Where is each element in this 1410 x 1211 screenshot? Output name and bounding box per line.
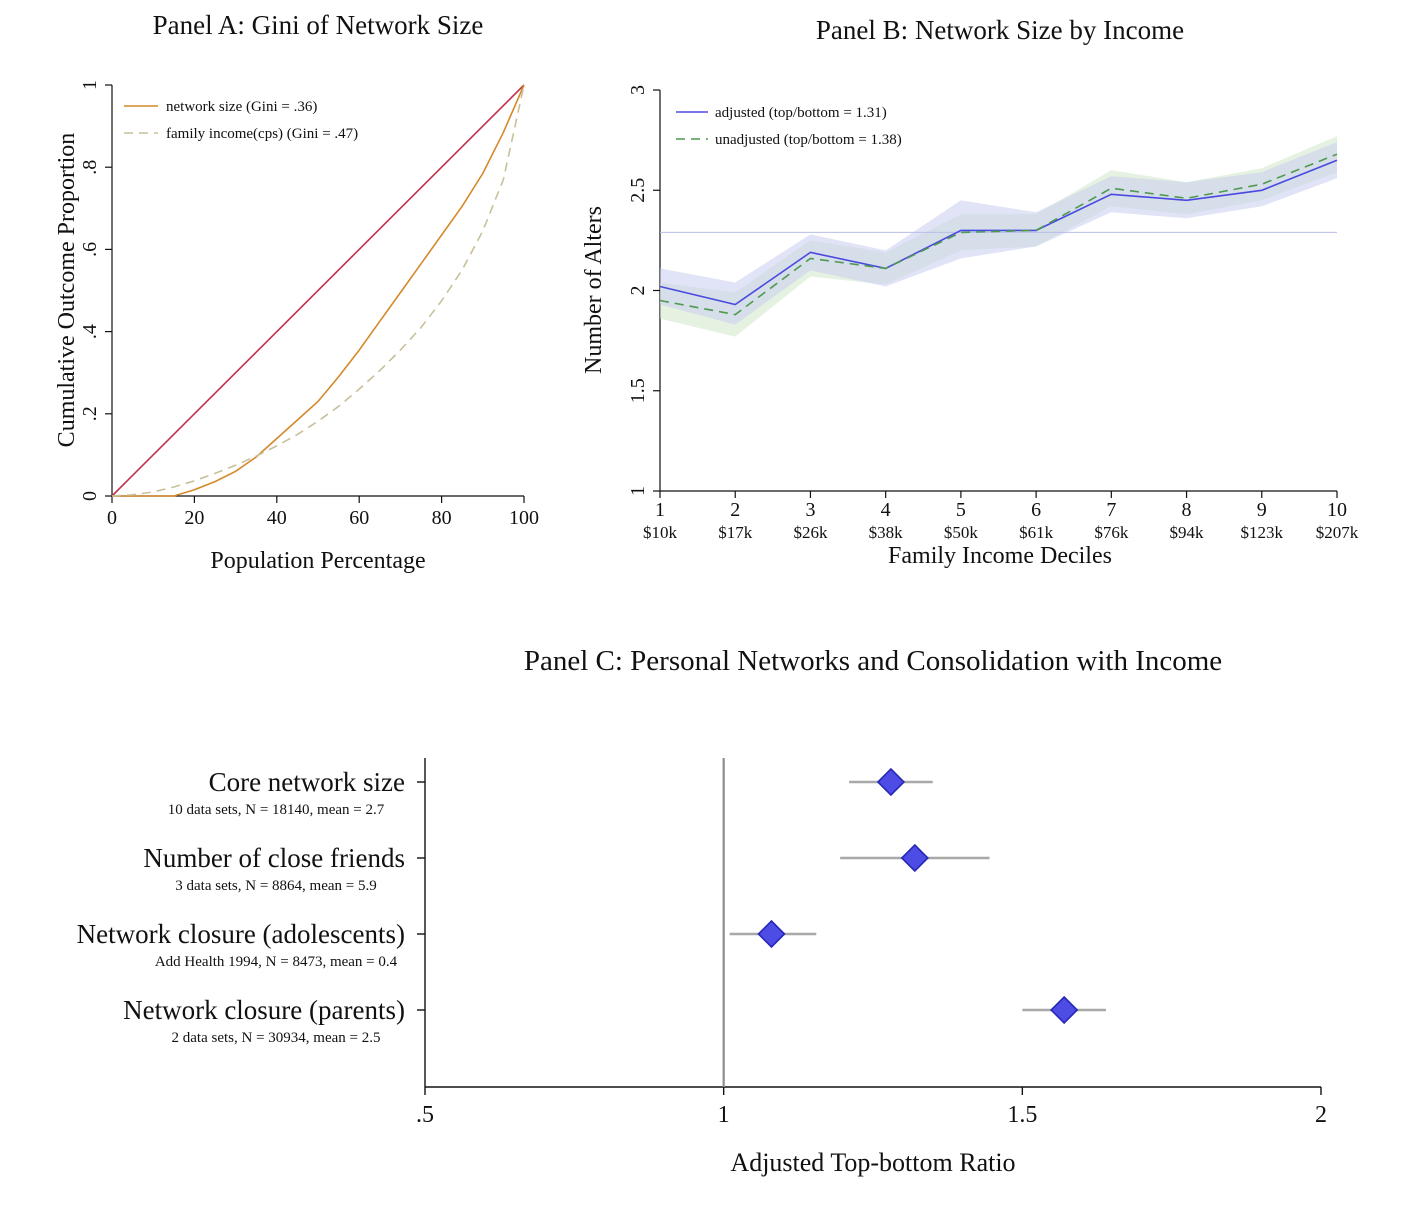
- panel-b-y-axis-label: Number of Alters: [581, 206, 607, 374]
- panel-a-series: [111, 84, 525, 497]
- panel-b-x-tick-income-label: $123k: [1241, 523, 1284, 542]
- panel-b-x-tick-income-label: $76k: [1094, 523, 1129, 542]
- panel-c-x-tick-label: 2: [1315, 1102, 1327, 1128]
- panel-b-x-tick-income-label: $94k: [1170, 523, 1205, 542]
- legend-label-network-size: network size (Gini = .36): [166, 99, 317, 115]
- legend-label-unadjusted: unadjusted (top/bottom = 1.38): [715, 132, 902, 148]
- panel-c-estimate-marker: [1050, 995, 1079, 1025]
- panel-a-chart: Panel A: Gini of Network Size Cumulative…: [54, 10, 539, 574]
- panel-b-ticks: 1 $10k 2 $17k 3 $26k 4 $38k 5 $50k 6 $61k 7 $76k 8 $94k…: [627, 85, 1359, 542]
- panel-b-chart: Panel B: Network Size by Income Number o…: [581, 15, 1359, 569]
- panel-c-row-label: Number of close friends: [143, 843, 405, 873]
- panel-b-x-axis-label: Family Income Deciles: [888, 543, 1112, 569]
- panel-c-row-sublabel: 3 data sets, N = 8864, mean = 5.9: [175, 878, 376, 894]
- panel-b-x-tick-label: 9: [1257, 499, 1267, 521]
- panel-a-series-line: [112, 84, 525, 497]
- panel-b-x-tick-income-label: $10k: [643, 523, 678, 542]
- panel-c-x-axis-label: Adjusted Top-bottom Ratio: [730, 1148, 1015, 1177]
- panel-b-y-tick-label: 1: [627, 486, 649, 496]
- panel-b-x-tick-income-label: $26k: [793, 523, 828, 542]
- panel-b-x-tick-label: 6: [1031, 499, 1041, 521]
- panel-a-x-tick-label: 60: [349, 507, 369, 529]
- panel-b-y-tick-label: 3: [627, 85, 649, 95]
- panel-c-row-sublabel: 2 data sets, N = 30934, mean = 2.5: [172, 1030, 381, 1046]
- panel-c-title: Panel C: Personal Networks and Consolida…: [524, 645, 1222, 677]
- legend-label-adjusted: adjusted (top/bottom = 1.31): [715, 105, 887, 121]
- panel-a-y-tick-label: 1: [79, 80, 101, 90]
- panel-b-series: [659, 153, 1338, 316]
- panel-b-y-tick-label: 2: [627, 286, 649, 296]
- panel-b-y-tick-label: 1.5: [627, 378, 649, 403]
- panel-b-title: Panel B: Network Size by Income: [816, 15, 1184, 45]
- panel-c-row-label: Core network size: [209, 767, 405, 797]
- panel-c-chart: Panel C: Personal Networks and Consolida…: [77, 645, 1327, 1177]
- panel-a-y-tick-label: 0: [79, 491, 101, 501]
- panel-c-x-tick-label: .5: [416, 1102, 434, 1128]
- panel-b-x-tick-label: 2: [730, 499, 740, 521]
- panel-c-row-sublabel: 10 data sets, N = 18140, mean = 2.7: [168, 802, 385, 818]
- panel-a-x-axis-label: Population Percentage: [210, 548, 425, 574]
- panel-b-x-tick-label: 3: [805, 499, 815, 521]
- panel-a-y-tick-label: .4: [79, 324, 101, 339]
- panel-a-legend: network size (Gini = .36) family income(…: [124, 99, 358, 142]
- panel-b-confidence-bands: [660, 136, 1337, 337]
- panel-b-x-tick-label: 8: [1182, 499, 1192, 521]
- panel-b-confidence-band: [660, 142, 1337, 325]
- panel-c-ticks: .5 1 1.5 2: [416, 1087, 1327, 1128]
- panel-b-x-tick-label: 10: [1327, 499, 1347, 521]
- panel-b-x-tick-income-label: $17k: [718, 523, 753, 542]
- panel-b-legend: adjusted (top/bottom = 1.31) unadjusted …: [676, 105, 902, 148]
- panel-a-y-tick-label: .6: [79, 242, 101, 257]
- panel-a-series-line: [111, 84, 525, 497]
- panel-a-ticks: 0 20 40 60 80 100 0 .2 .4 .6 .8 1: [79, 80, 539, 529]
- panel-c-estimate-marker: [900, 843, 929, 873]
- panel-a-y-tick-label: .8: [79, 160, 101, 175]
- panel-c-row-label: Network closure (parents): [123, 995, 405, 1025]
- panel-b-series-line: [659, 159, 1338, 306]
- panel-b-x-tick-label: 4: [881, 499, 891, 521]
- panel-c-estimate-marker: [876, 767, 906, 797]
- panel-b-x-tick-income-label: $38k: [869, 523, 904, 542]
- panel-a-x-tick-label: 40: [267, 507, 287, 529]
- panel-c-x-tick-label: 1: [718, 1102, 730, 1128]
- panel-c-rows: Core network size 10 data sets, N = 18140…: [77, 767, 1106, 1046]
- panel-b-x-tick-income-label: $61k: [1019, 523, 1054, 542]
- panel-b-x-tick-income-label: $207k: [1316, 523, 1359, 542]
- panel-a-x-tick-label: 0: [107, 507, 117, 529]
- panel-b-x-tick-label: 5: [956, 499, 966, 521]
- panel-a-x-tick-label: 100: [509, 507, 539, 529]
- panel-c-row-label: Network closure (adolescents): [77, 919, 405, 949]
- panel-b-x-tick-label: 1: [655, 499, 665, 521]
- panel-b-y-tick-label: 2.5: [627, 178, 649, 203]
- panel-c-x-tick-label: 1.5: [1007, 1102, 1037, 1128]
- panel-a-x-tick-label: 80: [432, 507, 452, 529]
- panel-c-row-sublabel: Add Health 1994, N = 8473, mean = 0.4: [155, 954, 398, 970]
- panel-b-x-tick-income-label: $50k: [944, 523, 979, 542]
- panel-a-x-tick-label: 20: [184, 507, 204, 529]
- panel-a-y-tick-label: .2: [79, 406, 101, 421]
- panel-c-estimate-marker: [757, 919, 786, 949]
- panel-a-title: Panel A: Gini of Network Size: [153, 10, 484, 40]
- panel-b-x-tick-label: 7: [1106, 499, 1116, 521]
- legend-label-family-income: family income(cps) (Gini = .47): [166, 126, 358, 142]
- panel-a-y-axis-label: Cumulative Outcome Proportion: [54, 133, 80, 448]
- panel-b-series-line: [659, 153, 1338, 316]
